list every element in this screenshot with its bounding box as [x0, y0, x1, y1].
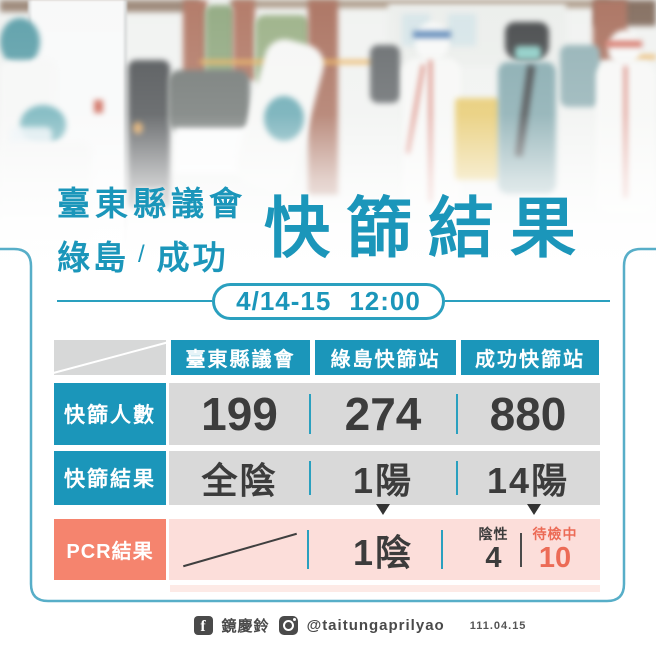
table-header-chenggong: 成功快篩站	[461, 340, 599, 375]
cell-people-council: 199	[201, 388, 278, 440]
pcr-green-island-value: 1陰	[352, 531, 414, 573]
white-fade-overlay	[0, 0, 656, 272]
title-line2-right: 成功	[156, 239, 229, 276]
cell-divider	[441, 529, 443, 569]
pcr-pending-value: 10	[538, 541, 572, 574]
cell-result-chenggong: 14陽	[486, 460, 570, 501]
title-line2-left: 綠島	[57, 239, 129, 276]
instagram-lens	[282, 620, 294, 631]
cell-divider	[456, 460, 458, 496]
table-row-people: 快篩人數 199 274 880	[54, 383, 600, 445]
testing-station-photo	[0, 0, 656, 272]
pcr-pending-label: 待檢中	[532, 525, 578, 542]
pcr-negative-stack: 陰性 4	[479, 527, 509, 573]
table-row-result: 快篩結果 全陰 1陽 14陽	[54, 451, 600, 505]
cell-people-chenggong: 880	[489, 388, 567, 440]
table-header-corner-cell	[54, 340, 166, 375]
pcr-pending-stack: 待檢中 10	[533, 527, 578, 573]
title-left-block: 臺東縣議會 綠島 / 成功	[57, 177, 247, 279]
cell-result-green-island: 1陽	[352, 460, 414, 501]
title-main: 快篩結果	[264, 191, 592, 265]
cell-divider	[309, 394, 311, 434]
title-slash: /	[138, 241, 148, 268]
row-label-people: 快篩人數	[54, 383, 166, 445]
instagram-icon	[278, 616, 298, 635]
date-line-left	[57, 300, 212, 302]
arrow-down-chenggong	[527, 504, 541, 515]
footer-date: 111.04.15	[469, 619, 527, 632]
table-row-pcr: PCR結果 1陰 陰性 4 待檢中 10	[54, 519, 600, 580]
date-badge-time: 12:00	[349, 286, 421, 316]
table-header-row: 臺東縣議會 綠島快篩站 成功快篩站	[54, 340, 600, 375]
cell-pcr-green-island: 1陰	[310, 524, 456, 576]
pcr-negative-label: 陰性	[478, 525, 509, 542]
cell-divider	[309, 460, 311, 496]
date-badge-date: 4/14-15	[236, 286, 332, 316]
facebook-icon: f	[193, 616, 213, 635]
not-applicable-slash	[182, 532, 297, 567]
row-label-result: 快篩結果	[54, 451, 166, 505]
title-line2: 綠島 / 成功	[57, 231, 247, 279]
arrow-down-green-island	[376, 504, 390, 515]
cell-divider	[456, 394, 458, 434]
footer-credits: f 鏡慶鈴 @taitungaprilyao 111.04.15	[0, 615, 656, 636]
cell-people-green-island: 274	[344, 388, 422, 440]
date-row: 4/14-15 12:00	[0, 283, 656, 320]
table-header-green-island: 綠島快篩站	[315, 340, 456, 375]
pcr-row-shadow	[170, 585, 600, 592]
date-line-right	[445, 300, 610, 302]
cell-divider	[307, 529, 309, 569]
pcr-split-divider	[519, 532, 522, 567]
instagram-handle: @taitungaprilyao	[306, 617, 445, 634]
corner-diagonal-line	[54, 340, 166, 375]
row-values-pcr: 1陰 陰性 4 待檢中 10	[169, 519, 600, 580]
table-header-council: 臺東縣議會	[171, 340, 310, 375]
cell-pcr-council-na	[169, 532, 310, 567]
cell-pcr-chenggong: 陰性 4 待檢中 10	[456, 527, 600, 573]
title-line1: 臺東縣議會	[57, 185, 247, 222]
instagram-flash-dot	[292, 618, 296, 621]
facebook-account-name: 鏡慶鈴	[221, 618, 270, 635]
pcr-negative-value: 4	[485, 541, 502, 574]
date-badge: 4/14-15 12:00	[212, 283, 445, 320]
row-values-result: 全陰 1陽 14陽	[169, 451, 600, 505]
cell-result-council: 全陰	[201, 460, 278, 501]
row-values-people: 199 274 880	[169, 383, 600, 445]
row-label-pcr: PCR結果	[54, 519, 166, 580]
